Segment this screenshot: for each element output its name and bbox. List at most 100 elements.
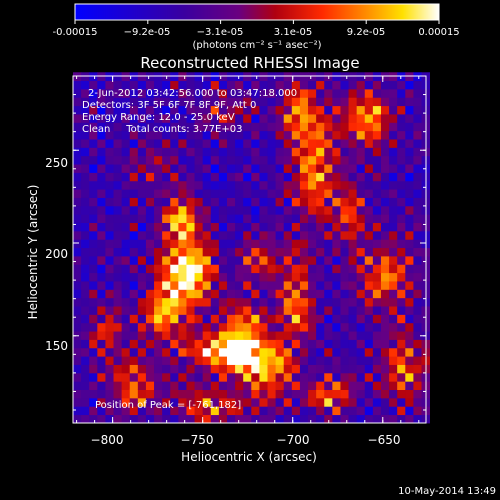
heatmap-cell bbox=[380, 80, 390, 90]
heatmap-cell bbox=[405, 264, 414, 274]
heatmap-cell bbox=[137, 147, 147, 157]
annotation-detectors: Detectors: 3F 5F 6F 7F 8F 9F, Att 0 bbox=[82, 100, 256, 111]
heatmap-cell bbox=[251, 297, 260, 307]
heatmap-cell bbox=[251, 80, 260, 90]
heatmap-cell bbox=[154, 222, 163, 232]
heatmap-cell bbox=[316, 356, 325, 365]
annotation-time-range: 2-Jun-2012 03:42:56.000 to 03:47:18.000 bbox=[88, 88, 297, 99]
heatmap-cell bbox=[389, 88, 398, 98]
heatmap-cell bbox=[162, 214, 171, 223]
heatmap-cell bbox=[316, 247, 325, 257]
heatmap-cell bbox=[81, 297, 90, 307]
heatmap-cell bbox=[186, 264, 195, 274]
heatmap-cell bbox=[397, 172, 406, 182]
heatmap-cell bbox=[372, 72, 382, 82]
heatmap-cell bbox=[162, 139, 171, 148]
heatmap-cell bbox=[145, 239, 155, 249]
heatmap-cell bbox=[226, 406, 236, 416]
heatmap-cell bbox=[218, 306, 228, 315]
heatmap-cell bbox=[97, 314, 106, 324]
heatmap-cell bbox=[372, 314, 382, 324]
heatmap-cell bbox=[397, 222, 406, 232]
heatmap-cell bbox=[372, 281, 382, 290]
heatmap-cell bbox=[275, 331, 285, 340]
heatmap-cell bbox=[324, 397, 333, 407]
heatmap-cell bbox=[137, 414, 147, 424]
heatmap-cell bbox=[105, 239, 114, 249]
heatmap-cell bbox=[299, 364, 309, 374]
heatmap-cell bbox=[170, 155, 179, 165]
heatmap-cell bbox=[97, 406, 106, 416]
heatmap-cell bbox=[113, 80, 123, 90]
heatmap-cell bbox=[413, 372, 422, 382]
heatmap-cell bbox=[356, 272, 366, 282]
heatmap-cell bbox=[194, 247, 204, 257]
heatmap-cell bbox=[364, 239, 374, 249]
heatmap-cell bbox=[113, 347, 123, 357]
heatmap-cell bbox=[389, 397, 398, 407]
heatmap-cell bbox=[186, 147, 195, 157]
heatmap-cell bbox=[316, 105, 325, 115]
heatmap-cell bbox=[105, 306, 114, 315]
heatmap-cell bbox=[121, 331, 131, 340]
heatmap-cell bbox=[348, 372, 358, 382]
heatmap-cell bbox=[308, 72, 317, 82]
heatmap-cell bbox=[73, 364, 82, 374]
heatmap-cell bbox=[145, 414, 155, 424]
heatmap-cell bbox=[154, 322, 163, 332]
heatmap-cell bbox=[324, 197, 333, 207]
heatmap-cell bbox=[162, 247, 171, 257]
heatmap-cell bbox=[226, 72, 236, 82]
heatmap-cell bbox=[81, 281, 90, 290]
heatmap-cell bbox=[105, 88, 114, 98]
heatmap-cell bbox=[348, 297, 358, 307]
heatmap-cell bbox=[389, 164, 398, 173]
heatmap-cell bbox=[235, 314, 244, 324]
heatmap-cell bbox=[389, 222, 398, 232]
heatmap-cell bbox=[137, 114, 147, 123]
heatmap-cell bbox=[372, 97, 382, 107]
heatmap-cell bbox=[243, 80, 252, 90]
heatmap-cell bbox=[145, 255, 155, 265]
heatmap-cell bbox=[73, 155, 82, 165]
heatmap-cell bbox=[145, 306, 155, 315]
heatmap-cell bbox=[308, 222, 317, 232]
heatmap-cell bbox=[372, 414, 382, 424]
heatmap-cell bbox=[154, 172, 163, 182]
heatmap-cell bbox=[380, 130, 390, 140]
heatmap-cell bbox=[121, 406, 131, 416]
heatmap-cell bbox=[81, 155, 90, 165]
heatmap-cell bbox=[170, 164, 179, 173]
heatmap-cell bbox=[89, 180, 98, 190]
heatmap-cell bbox=[97, 155, 106, 165]
heatmap-cell bbox=[170, 347, 179, 357]
heatmap-cell bbox=[235, 414, 244, 424]
heatmap-cell bbox=[389, 297, 398, 307]
heatmap-cell bbox=[89, 272, 98, 282]
heatmap-cell bbox=[283, 272, 293, 282]
heatmap-cell bbox=[145, 339, 155, 349]
heatmap-cell bbox=[397, 364, 406, 374]
heatmap-cell bbox=[218, 356, 228, 365]
heatmap-cell bbox=[113, 114, 123, 123]
heatmap-cell bbox=[170, 139, 179, 148]
heatmap-cell bbox=[218, 222, 228, 232]
heatmap-cell bbox=[105, 97, 114, 107]
heatmap-cell bbox=[89, 205, 98, 215]
heatmap-cell bbox=[299, 247, 309, 257]
heatmap-cell bbox=[324, 139, 333, 148]
heatmap-cell bbox=[218, 406, 228, 416]
heatmap-cell bbox=[218, 72, 228, 82]
heatmap-cell bbox=[89, 80, 98, 90]
heatmap-cell bbox=[73, 105, 82, 115]
heatmap-cell bbox=[178, 230, 187, 240]
heatmap-cell bbox=[356, 97, 366, 107]
heatmap-cell bbox=[186, 105, 195, 115]
heatmap-cell bbox=[405, 155, 414, 165]
heatmap-cell bbox=[226, 272, 236, 282]
heatmap-cell bbox=[389, 264, 398, 274]
heatmap-cell bbox=[299, 356, 309, 365]
heatmap-cell bbox=[283, 406, 293, 416]
heatmap-cell bbox=[299, 230, 309, 240]
heatmap-cell bbox=[283, 339, 293, 349]
